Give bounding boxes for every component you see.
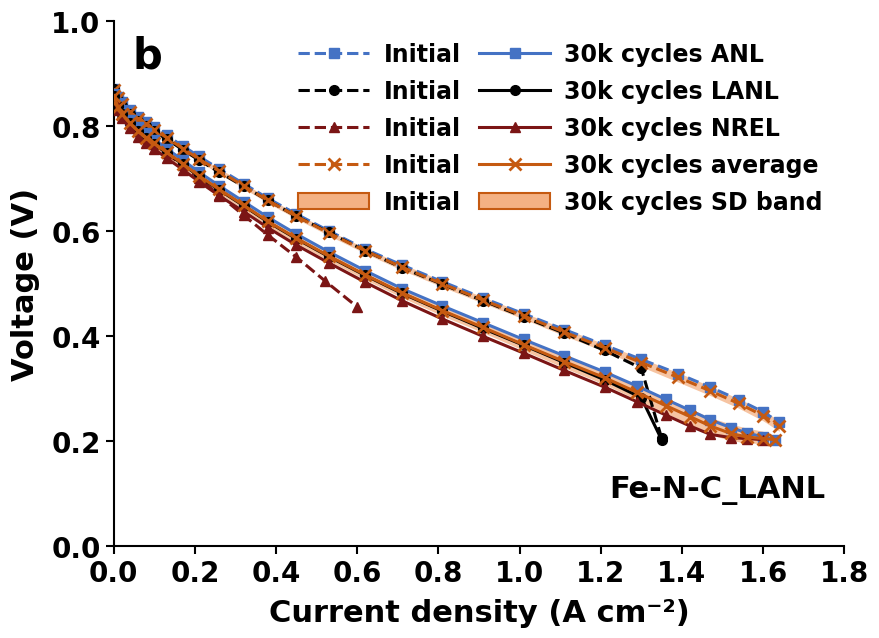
X-axis label: Current density (A cm⁻²): Current density (A cm⁻²)	[268, 598, 688, 627]
Y-axis label: Voltage (V): Voltage (V)	[11, 188, 40, 380]
Text: Fe-N-C_LANL: Fe-N-C_LANL	[608, 475, 825, 504]
Legend: Initial, Initial, Initial, Initial, Initial, 30k cycles ANL, 30k cycles LANL, 30: Initial, Initial, Initial, Initial, Init…	[288, 34, 832, 225]
Text: b: b	[132, 35, 162, 77]
